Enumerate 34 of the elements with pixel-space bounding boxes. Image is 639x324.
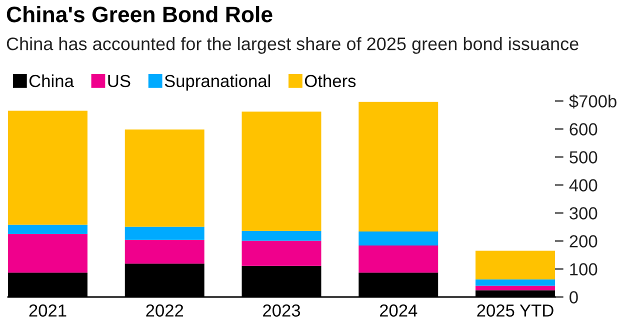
x-tick-label: 2025 YTD [477, 304, 554, 317]
bar [124, 240, 204, 264]
y-tick-label: 500 [570, 151, 598, 164]
bar [476, 286, 555, 290]
legend-label: Supranational [164, 74, 270, 91]
x-tick-label: 2024 [380, 304, 418, 317]
y-tick-label: 400 [569, 179, 598, 192]
bar [476, 250, 555, 280]
bar [358, 102, 438, 232]
bar [358, 245, 438, 273]
bar [8, 110, 88, 225]
y-tick-label: 300 [570, 207, 598, 220]
bar [242, 112, 322, 231]
chart-title: China's Green Bond Role [6, 6, 272, 22]
bar [242, 230, 322, 241]
legend-label: Others [304, 74, 356, 88]
y-tick-label: 600 [570, 123, 598, 136]
bar [124, 226, 204, 240]
x-tick-label: 2022 [146, 304, 184, 317]
bar [358, 231, 438, 246]
y-tick-label: $700b [569, 94, 616, 108]
chart-subtitle: China has accounted for the largest share of 2025 green bond issuance [6, 37, 578, 54]
legend-label: US [108, 74, 130, 88]
legend-label: China [29, 74, 74, 88]
y-tick-label: 0 [570, 291, 578, 304]
bar [8, 234, 88, 273]
y-tick-label: 100 [570, 263, 598, 276]
y-tick-label: 200 [570, 235, 598, 248]
bar [476, 279, 555, 286]
bar [242, 240, 322, 266]
bar [8, 224, 88, 234]
bar [124, 130, 204, 227]
x-tick-label: 2023 [263, 304, 300, 317]
x-tick-label: 2021 [29, 304, 66, 317]
